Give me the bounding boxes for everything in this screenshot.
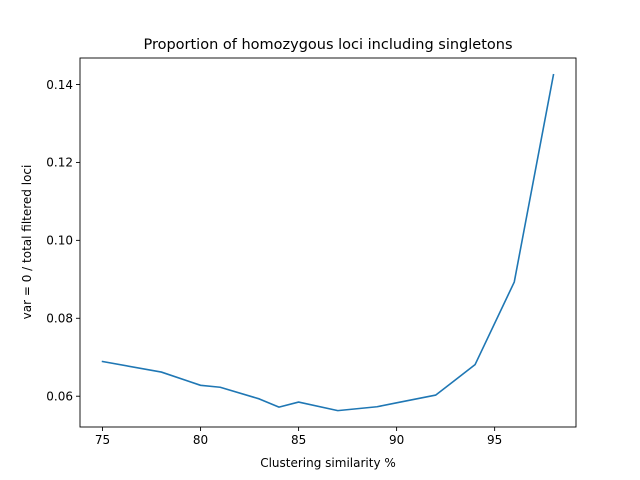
y-axis-label: var = 0 / total filtered loci xyxy=(20,165,34,320)
chart-title: Proportion of homozygous loci including … xyxy=(143,37,512,53)
y-tick-label: 0.10 xyxy=(46,234,73,248)
x-tick-label: 80 xyxy=(193,433,208,447)
y-axis-ticks: 0.06 0.08 0.10 0.12 0.14 xyxy=(46,78,80,404)
y-tick-label: 0.12 xyxy=(46,156,73,170)
y-tick-label: 0.08 xyxy=(46,312,73,326)
y-tick-label: 0.06 xyxy=(46,390,73,404)
series-line-0 xyxy=(101,73,555,412)
plot-area xyxy=(79,57,577,428)
y-tick-label: 0.14 xyxy=(46,78,73,92)
axes-frame xyxy=(79,57,577,428)
x-tick-label: 85 xyxy=(291,433,306,447)
x-axis-label: Clustering similarity % xyxy=(260,456,396,470)
x-tick-label: 90 xyxy=(389,433,404,447)
x-tick-label: 95 xyxy=(487,433,502,447)
x-axis-ticks: 75 80 85 90 95 xyxy=(95,427,502,447)
x-tick-label: 75 xyxy=(95,433,110,447)
